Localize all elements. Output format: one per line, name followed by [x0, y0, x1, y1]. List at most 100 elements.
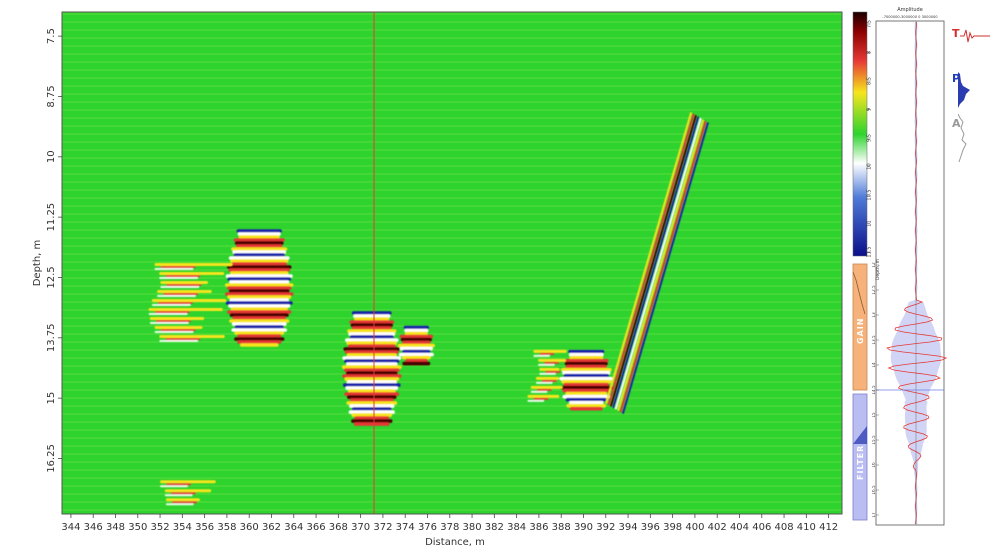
reflector-band [563, 358, 609, 363]
trace-tick-label: 13.5 [872, 335, 876, 345]
x-tick-label: 380 [463, 522, 482, 533]
x-tick-label: 386 [529, 522, 548, 533]
toggle-p-icon [958, 72, 970, 108]
x-tick-label: 358 [217, 522, 236, 533]
colorbar-gradient [852, 11, 868, 257]
filter-panel-bg [852, 393, 868, 521]
streak-yellow [538, 358, 566, 362]
reflector-band [231, 262, 287, 266]
x-tick-label: 404 [730, 522, 749, 533]
toggle-t-icon [960, 29, 990, 43]
reflector-band [354, 317, 390, 321]
toggle-p-button[interactable]: P [952, 72, 961, 85]
x-tick-label: 346 [84, 522, 103, 533]
reflector-band [349, 335, 394, 339]
reflector-band [348, 332, 396, 336]
x-tick-label: 378 [440, 522, 459, 533]
x-tick-label: 344 [61, 522, 80, 533]
gain-label: GAIN [856, 317, 865, 344]
streak-yellow [535, 376, 560, 380]
streak-red [166, 483, 192, 486]
trace-frame [875, 20, 945, 526]
dipping-reflector-line [605, 112, 692, 404]
x-tick-label: 390 [574, 522, 593, 533]
reflector-band [341, 365, 402, 369]
reflector-band [345, 338, 399, 342]
reflector-band [225, 301, 293, 305]
trace-tick-label: 12 [872, 262, 876, 268]
reflector-band [566, 403, 607, 408]
x-tick-label: 356 [195, 522, 214, 533]
dipping-reflector-line [617, 119, 704, 411]
y-axis-label: Depth, m [32, 240, 43, 287]
dipping-reflector-line [612, 116, 700, 409]
gain-panel[interactable]: GAIN [850, 262, 870, 392]
reflector-band [354, 416, 390, 420]
reflector-band [231, 322, 287, 326]
x-tick-label: 368 [329, 522, 348, 533]
reflector-band [349, 320, 395, 324]
y-tick-label: 11.25 [46, 203, 57, 232]
reflector-band [237, 232, 281, 236]
streak-red [545, 370, 561, 373]
reflector-band [403, 325, 430, 330]
reflector-band [344, 377, 400, 381]
x-tick-label: 410 [797, 522, 816, 533]
streak-red [544, 361, 560, 364]
colorbar: 7.5 8 8.5 9 9.5 10 10.5 11 11.5 [852, 11, 873, 258]
streak-yellow [149, 317, 205, 320]
reflector-band [400, 337, 433, 342]
y-tick-label: 13.75 [46, 323, 57, 352]
reflector-band [234, 331, 285, 335]
radargram-plot[interactable]: 344 346 348 350 352 354 356 358 360 362 364 366 368 3… [0, 0, 850, 560]
trace-tick-label: 13 [872, 312, 876, 318]
reflector-band [342, 374, 402, 378]
filter-label: FILTER [856, 444, 865, 480]
filter-panel[interactable]: FILTER [850, 392, 870, 522]
streak-white [160, 286, 200, 288]
streak-yellow [159, 272, 225, 275]
streak-red [171, 501, 197, 504]
streak-yellow [527, 394, 560, 398]
reflector-band [404, 328, 429, 333]
reflector-band [348, 410, 395, 414]
toggle-a-button[interactable]: A [952, 117, 961, 130]
reflector-band [563, 373, 610, 378]
streak-white [527, 399, 545, 402]
reflector-band [344, 392, 400, 396]
streak-white [159, 277, 199, 279]
reflector-band [225, 292, 294, 296]
x-tick-label: 406 [752, 522, 771, 533]
gain-panel-bg [852, 263, 868, 391]
trace-tick-label: 16 [872, 462, 876, 468]
reflector-band [565, 397, 607, 402]
streak-red [160, 266, 196, 268]
reflector-band [229, 313, 289, 317]
streak-yellow [533, 349, 567, 353]
reflector-band [562, 394, 611, 399]
trace-tick-label: 16.5 [872, 485, 876, 495]
streak-yellow [160, 281, 209, 284]
streak-white [154, 331, 194, 333]
trace-line [886, 21, 948, 525]
x-tick-label: 394 [619, 522, 638, 533]
colorbar-ticks: 7.5 8 8.5 9 9.5 10 10.5 11 11.5 [867, 20, 873, 258]
reflector-band [398, 352, 434, 357]
x-tick-label: 412 [819, 522, 838, 533]
reflector-band [228, 304, 291, 308]
filter-shape-icon [853, 426, 867, 444]
reflector-band [224, 283, 294, 287]
reflector-band [225, 274, 293, 278]
toggle-t-button[interactable]: T [952, 27, 960, 40]
streak-yellow [148, 308, 223, 311]
x-tick-label: 374 [396, 522, 415, 533]
reflector-band [232, 250, 287, 254]
trace-panel: Amplitude -7000000-3000000 0 3000000 Dep… [872, 7, 948, 526]
x-tick-label: 398 [663, 522, 682, 533]
x-tick-label: 364 [284, 522, 303, 533]
reflector-band [559, 385, 613, 390]
reflector-band [343, 368, 400, 372]
streak-red [160, 329, 196, 331]
reflector-band [568, 352, 604, 357]
x-tick-label: 370 [351, 522, 370, 533]
